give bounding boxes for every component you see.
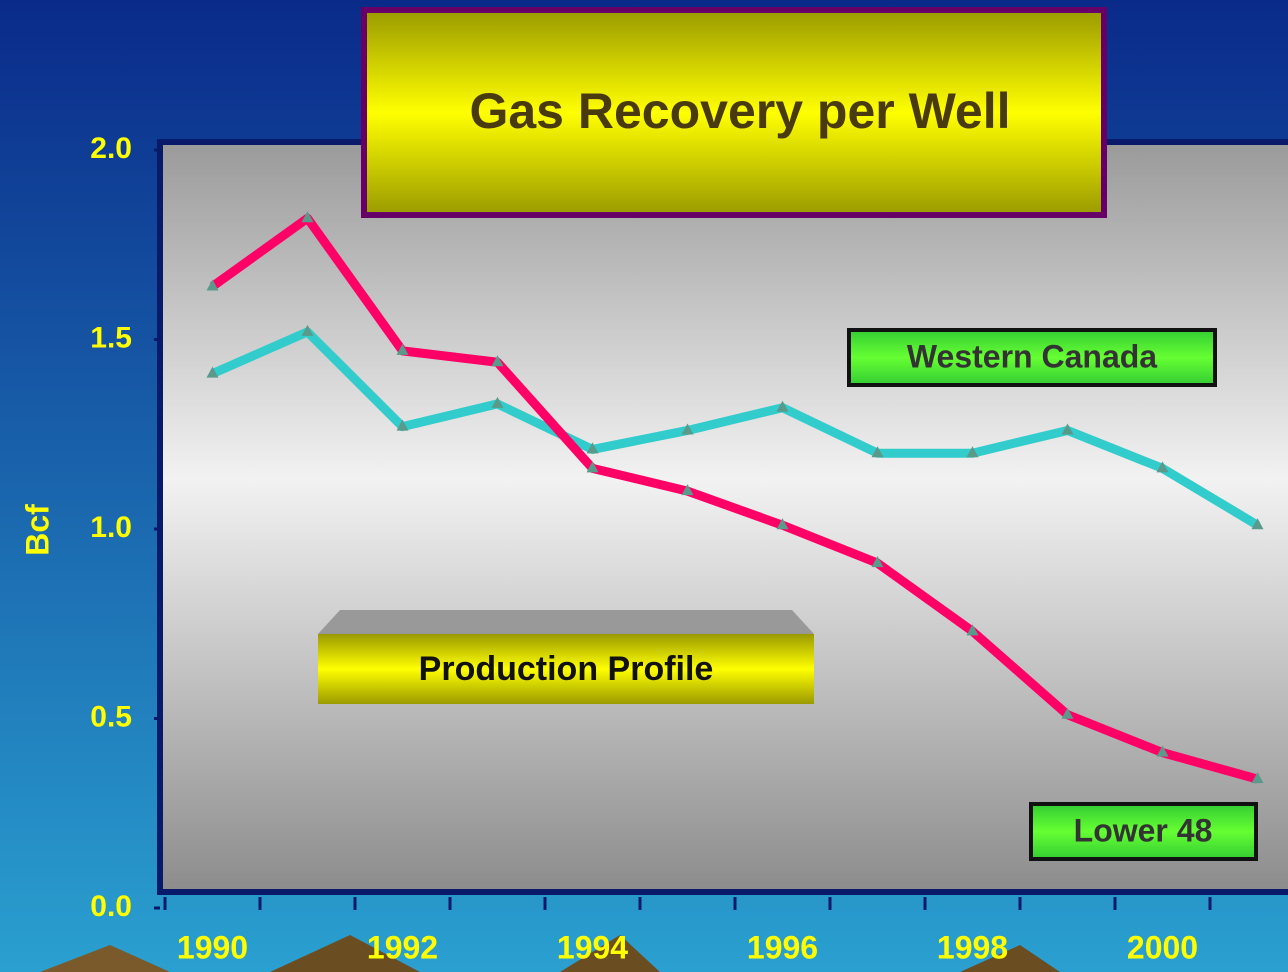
x-tick-label: 1990: [177, 929, 248, 965]
series-label: Western Canada: [907, 338, 1157, 374]
series-label: Lower 48: [1074, 812, 1213, 848]
x-tick-label: 2000: [1127, 929, 1198, 965]
chart-title: Gas Recovery per Well: [469, 83, 1010, 139]
annotation-bevel: [318, 610, 814, 634]
y-tick-label: 0.5: [90, 700, 132, 733]
slide: Gas Recovery per Well Production Profile…: [0, 0, 1288, 972]
x-tick-label: 1992: [367, 929, 438, 965]
y-tick-label: 1.5: [90, 321, 132, 354]
x-tick-label: 1996: [747, 929, 818, 965]
y-tick-label: 1.0: [90, 511, 132, 544]
y-tick-label: 0.0: [90, 890, 132, 923]
y-tick-label: 2.0: [90, 132, 132, 165]
x-tick-label: 1994: [557, 929, 628, 965]
annotation: Production Profile: [419, 650, 714, 688]
y-axis-label: Bcf: [19, 504, 55, 556]
x-tick-label: 1998: [937, 929, 1008, 965]
